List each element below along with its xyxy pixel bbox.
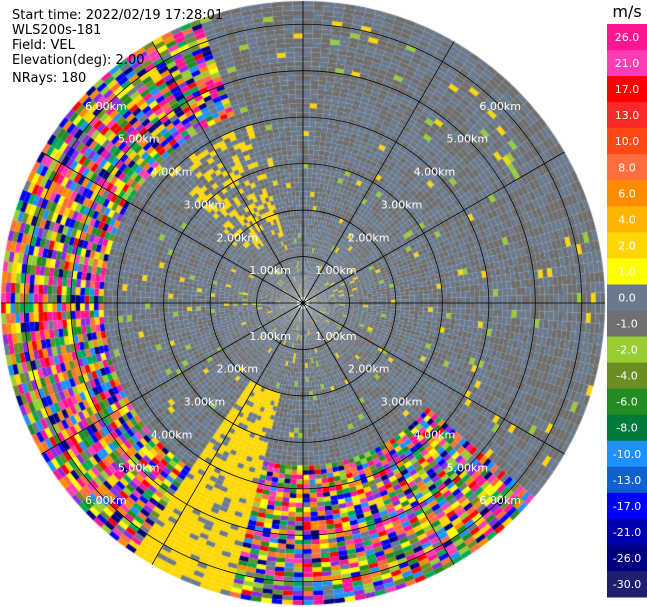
range-label: 3.00km bbox=[381, 198, 423, 211]
range-label: 4.00km bbox=[151, 166, 193, 179]
colorbar-tick-label: 8.0 bbox=[618, 161, 636, 174]
range-label: 6.00km bbox=[479, 494, 521, 507]
colorbar-tick-label: 26.0 bbox=[615, 31, 640, 44]
range-label: 3.00km bbox=[184, 198, 226, 211]
range-label: 3.00km bbox=[381, 396, 423, 409]
spoke-300 bbox=[41, 151, 304, 304]
colorbar-tick-label: 13.0 bbox=[615, 109, 640, 122]
spoke-60 bbox=[302, 151, 565, 304]
colorbar-tick-label: -17.0 bbox=[613, 500, 641, 513]
colorbar-tick-label: -26.0 bbox=[613, 552, 641, 565]
spoke-150 bbox=[302, 302, 455, 565]
colorbar-box bbox=[607, 76, 647, 103]
colorbar-tick-label: 10.0 bbox=[615, 135, 640, 148]
colorbar-tick-label: 21.0 bbox=[615, 57, 640, 70]
range-label: 1.00km bbox=[315, 330, 357, 343]
colorbar-box bbox=[607, 284, 647, 311]
range-label: 6.00km bbox=[85, 494, 127, 507]
field-label: Field: VEL bbox=[12, 38, 75, 53]
colorbar-box bbox=[607, 466, 647, 494]
range-label: 5.00km bbox=[118, 461, 160, 474]
colorbar-tick-label: 4.0 bbox=[618, 213, 636, 226]
spoke-120 bbox=[302, 302, 565, 455]
colorbar-box bbox=[607, 24, 647, 51]
spoke-30 bbox=[302, 41, 455, 304]
colorbar-tick-label: -13.0 bbox=[613, 474, 641, 487]
colorbar-box bbox=[607, 232, 647, 259]
colorbar-box bbox=[607, 362, 647, 390]
spoke-330 bbox=[151, 41, 304, 304]
start-time-label: Start time: 2022/02/19 17:28:01 bbox=[12, 8, 224, 23]
colorbar-box bbox=[607, 128, 647, 155]
colorbar-tick-label: 17.0 bbox=[615, 83, 640, 96]
colorbar-box bbox=[607, 388, 647, 416]
colorbar-box bbox=[607, 544, 647, 572]
colorbar-box bbox=[607, 518, 647, 546]
nrays-label: NRays: 180 bbox=[12, 71, 87, 86]
spoke-240 bbox=[41, 302, 304, 455]
colorbar-tick-label: -21.0 bbox=[613, 526, 641, 539]
colorbar-box bbox=[607, 154, 647, 181]
colorbar-tick-label: 2.0 bbox=[618, 239, 636, 252]
colorbar-tick-label: 6.0 bbox=[618, 187, 636, 200]
range-label: 6.00km bbox=[85, 100, 127, 113]
range-label: 5.00km bbox=[118, 133, 160, 146]
range-label: 2.00km bbox=[217, 231, 259, 244]
range-label: 1.00km bbox=[249, 264, 291, 277]
spoke-210 bbox=[151, 302, 304, 565]
colorbar-tick-label: -1.0 bbox=[616, 318, 637, 331]
range-label: 1.00km bbox=[315, 264, 357, 277]
colorbar-box bbox=[607, 310, 647, 338]
range-label: 2.00km bbox=[217, 363, 259, 376]
range-label: 2.00km bbox=[348, 231, 390, 244]
colorbar-tick-label: -2.0 bbox=[616, 344, 637, 357]
range-label: 4.00km bbox=[151, 428, 193, 441]
colorbar-box bbox=[607, 414, 647, 442]
elevation-label: Elevation(deg): 2.00 bbox=[12, 53, 145, 68]
colorbar-tick-label: 1.0 bbox=[618, 265, 636, 278]
colorbar-title: m/s bbox=[612, 2, 641, 21]
colorbar-box bbox=[607, 50, 647, 77]
colorbar-tick-label: -30.0 bbox=[613, 578, 641, 591]
range-label: 6.00km bbox=[479, 100, 521, 113]
instrument-label: WLS200s-181 bbox=[12, 23, 102, 38]
colorbar-tick-label: -10.0 bbox=[613, 448, 641, 461]
range-label: 3.00km bbox=[184, 396, 226, 409]
colorbar-box bbox=[607, 492, 647, 520]
range-label: 4.00km bbox=[414, 166, 456, 179]
range-label: 5.00km bbox=[446, 133, 488, 146]
colorbar-box bbox=[607, 180, 647, 207]
range-label: 2.00km bbox=[348, 363, 390, 376]
range-label: 5.00km bbox=[446, 461, 488, 474]
colorbar-box bbox=[607, 440, 647, 468]
colorbar-box bbox=[607, 570, 647, 598]
colorbar-tick-label: -4.0 bbox=[616, 370, 637, 383]
colorbar-box bbox=[607, 102, 647, 129]
colorbar-box bbox=[607, 206, 647, 233]
colorbar-box bbox=[607, 336, 647, 364]
colorbar-tick-label: -8.0 bbox=[616, 422, 637, 435]
range-label: 1.00km bbox=[249, 330, 291, 343]
colorbar-tick-label: 0.0 bbox=[618, 291, 636, 304]
colorbar-tick-label: -6.0 bbox=[616, 396, 637, 409]
range-label: 4.00km bbox=[414, 428, 456, 441]
colorbar-box bbox=[607, 258, 647, 285]
